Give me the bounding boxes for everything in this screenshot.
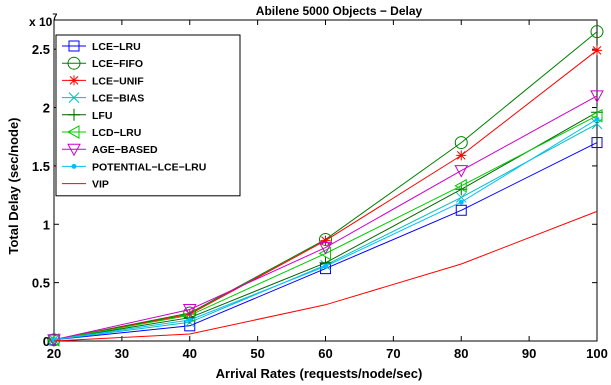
series-point (455, 204, 467, 216)
series-line (53, 95, 598, 341)
series-point (320, 235, 331, 246)
legend-label: AGE−BASED (92, 144, 158, 156)
legend-swatch-marker (68, 108, 80, 121)
legend-entry: LCE−LRU (62, 40, 141, 53)
series-point (455, 192, 467, 203)
y-axis-label: Total Delay (sec/node) (6, 117, 21, 254)
x-tick-label: 70 (386, 346, 400, 361)
series-point (590, 25, 604, 39)
series-point (594, 116, 600, 122)
legend-entry: VIP (62, 179, 109, 191)
legend-label: VIP (92, 179, 109, 191)
series-point (323, 263, 328, 269)
y-multiplier-exponent: 7 (52, 12, 57, 22)
series-line (53, 210, 598, 342)
series-point (187, 317, 193, 323)
legend-entry: LCE−UNIF (62, 75, 144, 87)
legend-swatch-marker (66, 125, 80, 139)
legend-label: POTENTIAL−LCE−LRU (92, 161, 206, 173)
legend-swatch-marker (67, 56, 81, 70)
y-multiplier: x 107 (29, 12, 57, 29)
chart-title: Abilene 5000 Objects − Delay (256, 4, 423, 18)
legend-entry: LFU (62, 108, 112, 122)
x-tick-label: 40 (183, 346, 197, 361)
series-point (47, 334, 61, 347)
y-tick-label: 0.5 (32, 276, 50, 291)
series-point (454, 136, 468, 150)
x-tick-label: 50 (250, 346, 264, 361)
x-tick-label: 100 (586, 346, 608, 361)
series-point (458, 199, 464, 205)
series-point (318, 246, 331, 261)
legend: LCE−LRU LCE−FIFO LCE−UNIF LCE−BIAS LFU LCD−LR… (55, 34, 241, 197)
series-point (592, 45, 602, 56)
legend-swatch-marker (67, 143, 81, 157)
legend-entry: LCD−LRU (62, 125, 141, 139)
y-tick-label: 1 (43, 217, 50, 232)
y-tick-label: 1.5 (32, 159, 50, 174)
x-tick-label: 20 (47, 346, 61, 361)
series-point (454, 165, 469, 178)
x-tick-label: 60 (318, 346, 332, 361)
legend-label: LCE−LRU (92, 41, 141, 53)
x-tick-label: 90 (522, 346, 536, 361)
legend-label: LCE−BIAS (92, 93, 144, 105)
series-point (456, 150, 467, 161)
legend-swatch-marker (68, 40, 80, 52)
y-tick-label: 2 (43, 101, 50, 116)
legend-entry: LCE−BIAS (62, 92, 144, 105)
series-point (590, 90, 604, 103)
legend-swatch-marker (69, 75, 79, 86)
series-point (591, 137, 603, 149)
y-tick-label: 0 (43, 334, 50, 349)
legend-entry: LCE−FIFO (62, 56, 143, 70)
legend-swatch-marker (68, 92, 80, 103)
series-point (182, 303, 197, 317)
y-tick-label: 2.5 (32, 42, 50, 57)
legend-swatch-marker (71, 163, 77, 169)
legend-label: LCE−UNIF (92, 75, 144, 87)
x-axis-label: Arrival Rates (requests/node/sec) (216, 366, 423, 381)
legend-entry: AGE−BASED (62, 143, 158, 157)
series-8 (53, 210, 598, 342)
legend-box (55, 34, 241, 197)
x-tick-label: 80 (454, 346, 468, 361)
legend-label: LCD−LRU (92, 127, 141, 139)
series-7 (51, 116, 600, 343)
y-multiplier-base: x 10 (29, 15, 53, 29)
series-point (46, 332, 60, 347)
legend-label: LFU (92, 110, 112, 122)
series-6 (47, 90, 604, 347)
series-point (318, 242, 333, 255)
legend-label: LCE−FIFO (92, 58, 143, 70)
series-point (454, 178, 467, 193)
legend-entry: POTENTIAL−LCE−LRU (62, 161, 206, 173)
x-tick-label: 30 (115, 346, 129, 361)
